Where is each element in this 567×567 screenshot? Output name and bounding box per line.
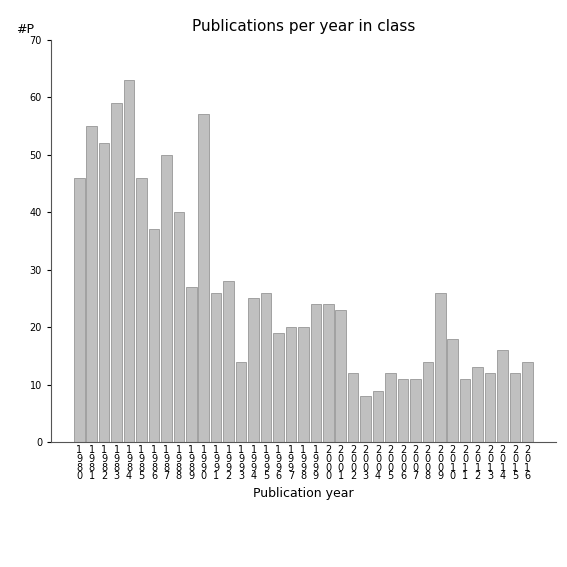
Bar <box>485 373 496 442</box>
Bar <box>497 350 508 442</box>
Bar <box>273 333 284 442</box>
Bar <box>236 362 247 442</box>
Bar <box>522 362 533 442</box>
Bar <box>373 391 383 442</box>
Bar <box>124 80 134 442</box>
Bar <box>323 304 333 442</box>
Bar <box>136 177 147 442</box>
Bar <box>447 338 458 442</box>
Bar <box>397 379 408 442</box>
Bar <box>248 298 259 442</box>
Bar <box>211 293 222 442</box>
Bar <box>161 155 172 442</box>
Bar <box>149 230 159 442</box>
Bar <box>298 327 308 442</box>
Bar <box>422 362 433 442</box>
Bar <box>472 367 483 442</box>
Bar <box>460 379 471 442</box>
Title: Publications per year in class: Publications per year in class <box>192 19 415 35</box>
Bar <box>99 143 109 442</box>
Bar <box>74 177 84 442</box>
Bar <box>186 287 197 442</box>
Bar <box>510 373 521 442</box>
Text: #P: #P <box>16 23 33 36</box>
Bar <box>111 103 122 442</box>
Bar <box>198 115 209 442</box>
Bar <box>174 212 184 442</box>
Bar <box>435 293 446 442</box>
Bar <box>385 373 396 442</box>
Bar <box>286 327 296 442</box>
Bar <box>348 373 358 442</box>
Bar <box>311 304 321 442</box>
Bar <box>336 310 346 442</box>
Bar <box>223 281 234 442</box>
Bar <box>86 126 97 442</box>
Bar <box>410 379 421 442</box>
Bar <box>261 293 271 442</box>
Bar <box>360 396 371 442</box>
X-axis label: Publication year: Publication year <box>253 487 354 500</box>
